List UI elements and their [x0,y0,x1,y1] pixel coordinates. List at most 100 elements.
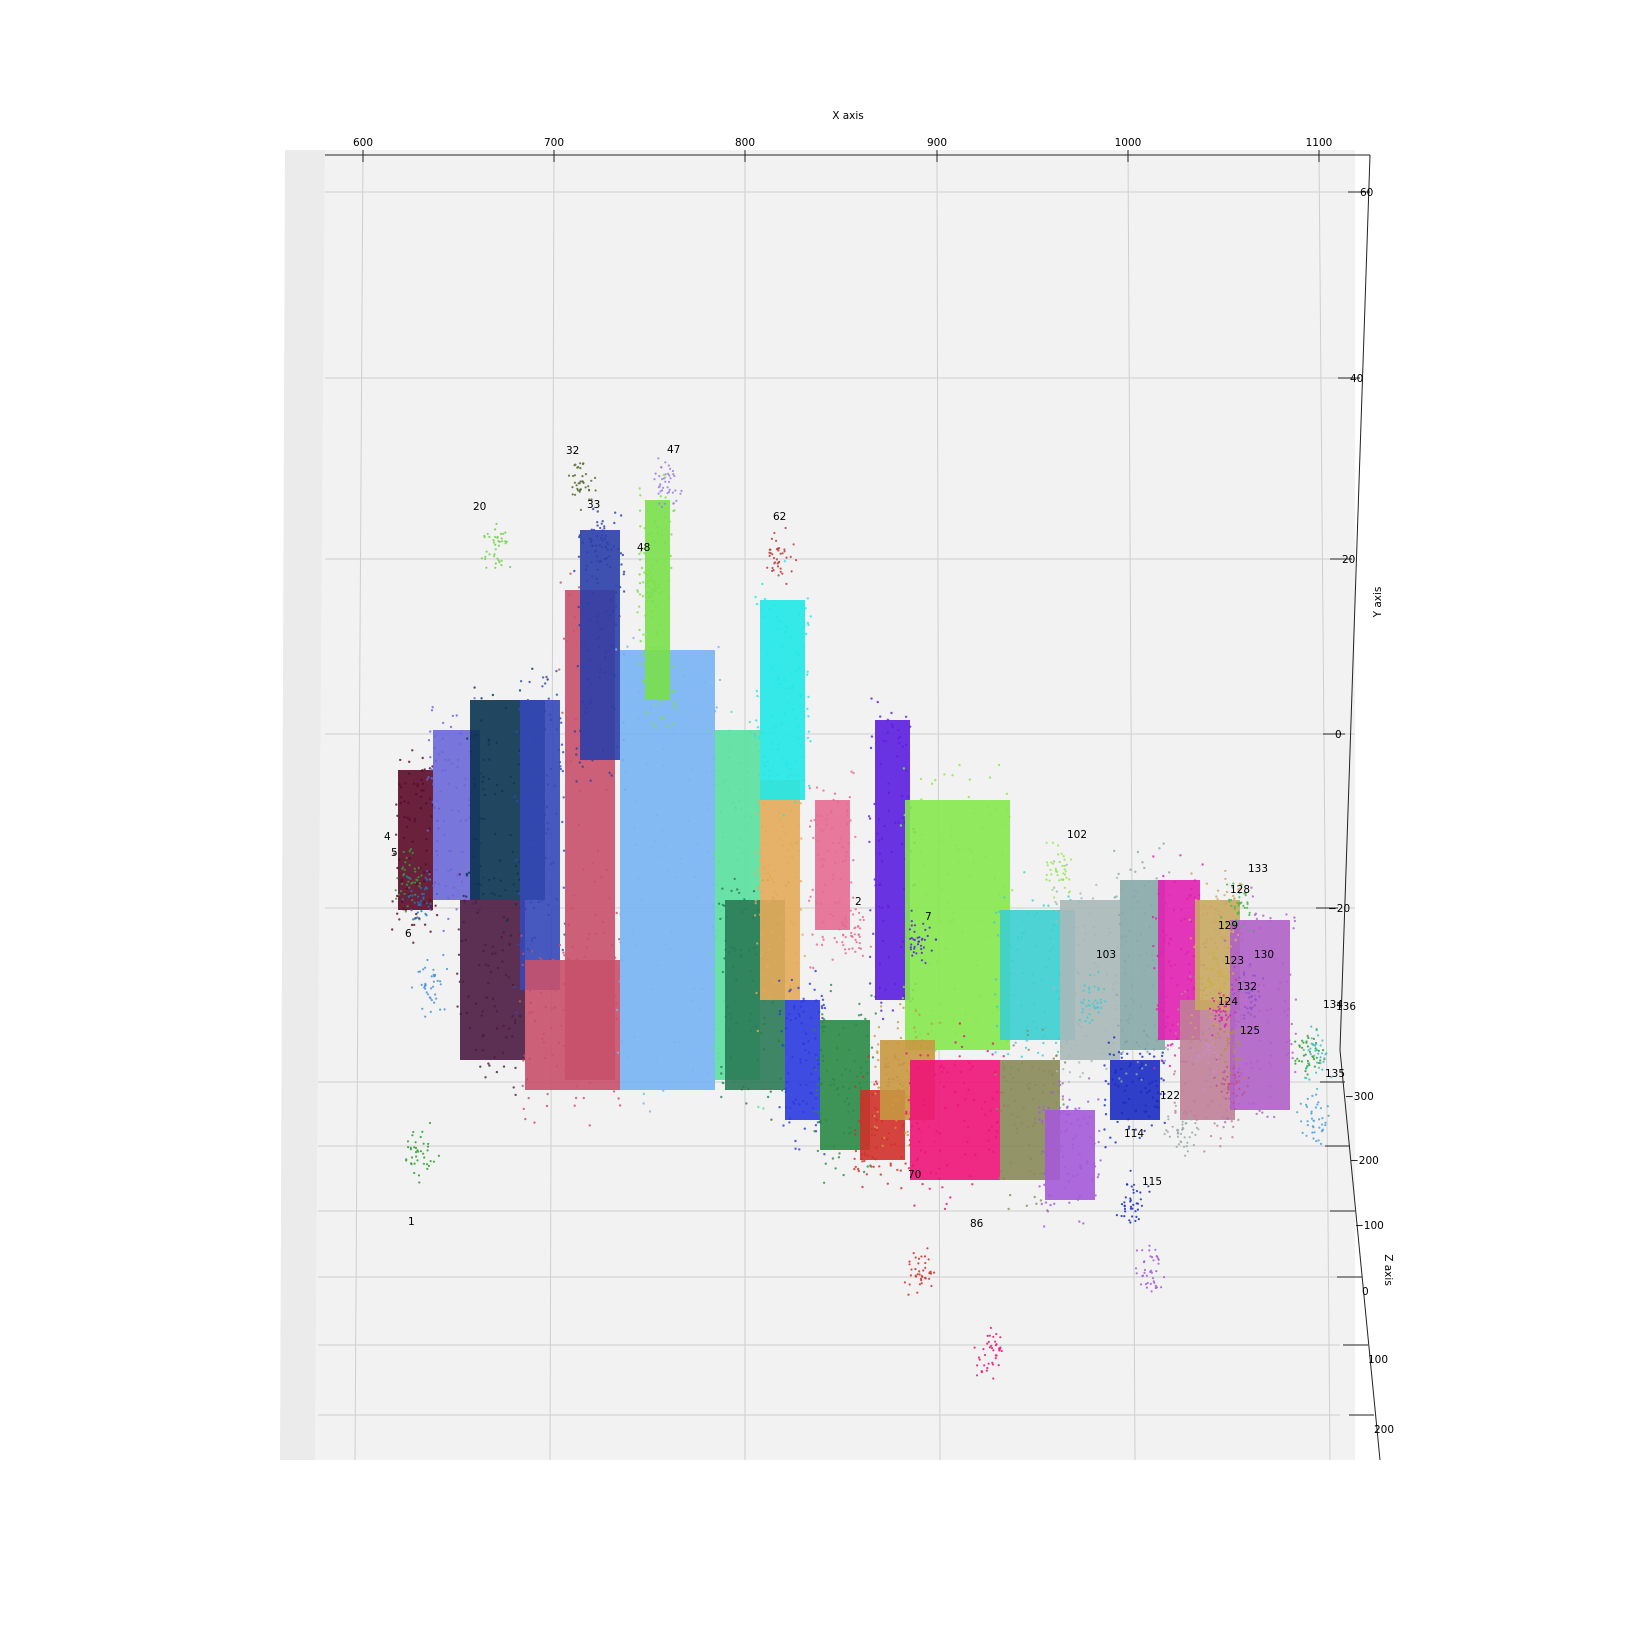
scatter-point [1116,1120,1119,1124]
scatter-point [508,1027,511,1030]
scatter-point [951,919,954,922]
scatter-point [582,481,585,484]
cluster-label: 103 [1096,949,1116,961]
scatter-point [836,1058,839,1062]
scatter-point [1088,1004,1092,1007]
scatter-point [1136,900,1140,904]
scatter-point [1155,1270,1158,1273]
scatter-point [806,736,810,740]
scatter-point [1078,1061,1081,1064]
scatter-point [557,1041,561,1045]
scatter-point [1150,953,1154,957]
scatter-point [645,592,648,595]
scatter-point [1223,947,1226,950]
scatter-point [645,581,648,584]
scatter-point [579,1028,582,1031]
scatter-point [995,1107,999,1111]
scatter-point [660,699,663,702]
scatter-point [614,511,617,514]
scatter-point [989,812,992,816]
scatter-point [915,1036,918,1039]
scatter-point [776,547,779,550]
scatter-point [527,761,530,764]
scatter-point [1207,1054,1210,1057]
scatter-point [1005,792,1009,795]
scatter-point [1189,1021,1193,1025]
scatter-point [1012,1044,1015,1047]
y-axis-title: Y axis [1372,587,1384,619]
scatter-point [1218,930,1221,933]
scatter-point [797,1012,800,1016]
scatter-point [1232,894,1235,898]
scatter-point [480,1014,484,1017]
scatter-point [598,1063,601,1066]
scatter-point [945,1164,949,1167]
scatter-point [894,821,897,824]
scatter-point [1224,901,1227,904]
scatter-point [1244,891,1247,895]
scatter-point [1234,1033,1237,1036]
scatter-point [663,502,666,505]
scatter-point [610,644,613,647]
scatter-point [650,579,653,582]
scatter-point [403,868,406,871]
scatter-point [1226,883,1229,886]
scatter-point [796,668,799,672]
scatter-point [1173,880,1177,883]
scatter-point [1305,1103,1308,1106]
scatter-point [1054,900,1057,904]
scatter-point [839,837,842,840]
scatter-point [402,908,405,911]
scatter-point [666,486,669,489]
scatter-point [1150,1124,1154,1127]
scatter-point [799,1058,802,1061]
scatter-point [692,1069,695,1072]
scatter-point [416,911,419,914]
scatter-point [1139,933,1143,936]
scatter-point [899,1003,902,1006]
scatter-point [516,872,519,875]
scatter-point [667,869,671,872]
scatter-point [1310,1042,1313,1045]
scatter-point [1258,1039,1262,1043]
scatter-point [1052,986,1056,989]
scatter-point [569,906,573,910]
scatter-point [1144,1104,1148,1107]
scatter-point [883,824,886,828]
scatter-point [1212,950,1216,953]
scatter-point [1307,1049,1310,1052]
scatter-point [915,952,918,955]
scatter-point [591,759,594,762]
scatter-point [1269,916,1272,920]
scatter-point [1251,995,1254,998]
scatter-point [487,982,490,985]
scatter-point [413,923,416,927]
scatter-point [467,804,471,807]
scatter-point [1244,894,1247,897]
scatter-point [1247,1076,1250,1080]
scatter-point [831,958,834,961]
scatter-point [487,1062,490,1065]
scatter-point [1224,869,1227,873]
scatter-point [873,1125,877,1128]
scatter-point [1027,1048,1030,1052]
scatter-point [586,991,589,994]
scatter-point [815,1093,818,1097]
scatter-point [896,1020,900,1024]
scatter-point [654,472,657,475]
scatter-point [667,472,670,475]
scatter-point [1226,1075,1229,1078]
scatter-point [860,1013,863,1016]
scatter-point [874,1080,878,1083]
scatter-point [609,598,612,601]
scatter-point [878,986,881,989]
scatter-point [794,1098,797,1102]
scatter-point [832,1145,835,1148]
scatter-point [712,1045,715,1048]
scatter-point [717,902,721,905]
scatter-point [1162,842,1165,845]
scatter-point [1258,995,1261,998]
scatter-point [1155,877,1158,880]
scatter-point [837,1156,841,1159]
scatter-point [651,564,654,568]
